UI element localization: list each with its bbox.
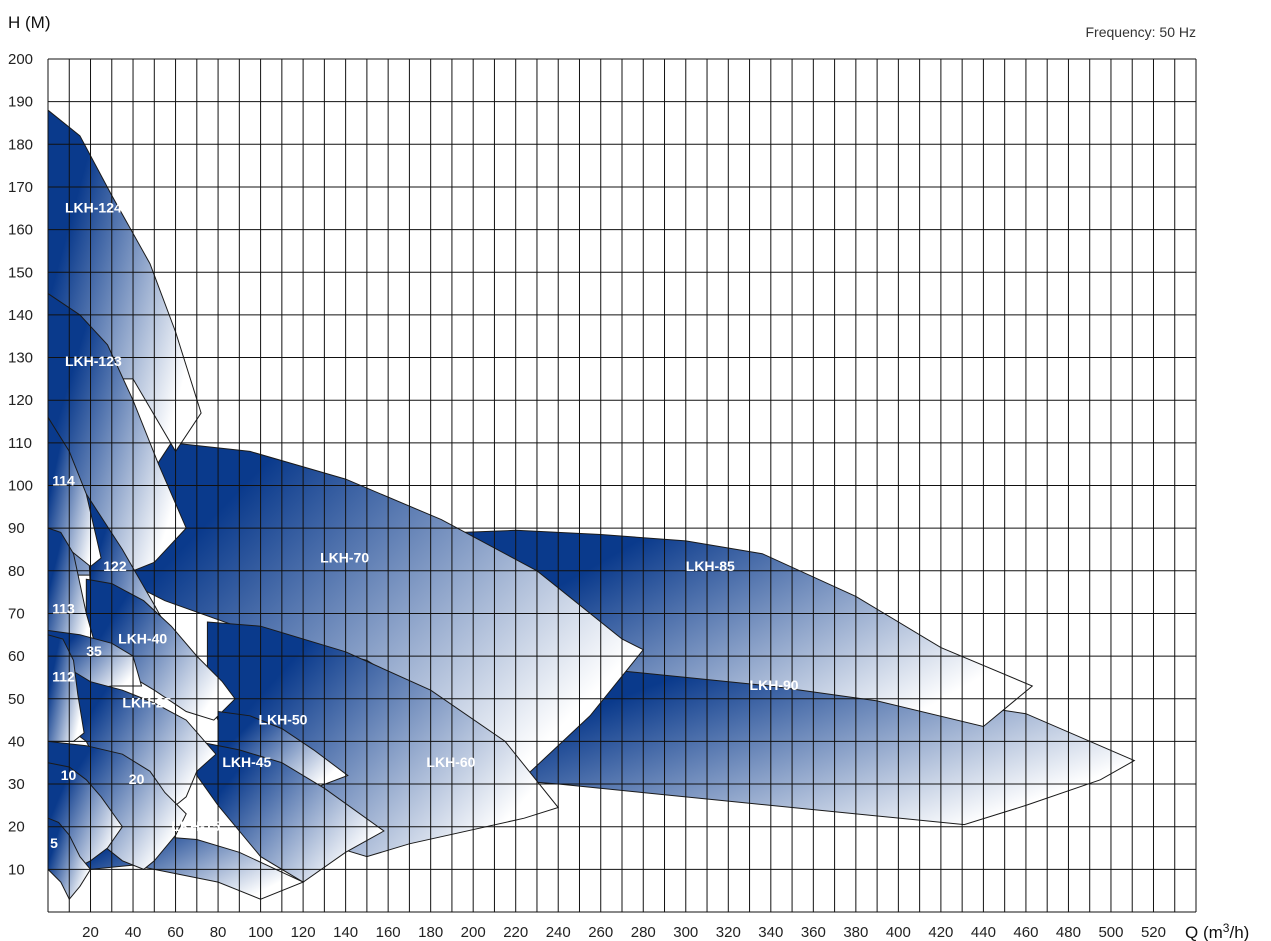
region-label-112: 112 — [52, 669, 75, 685]
x-tick-label: 140 — [333, 924, 358, 941]
x-tick-label: 440 — [971, 924, 996, 941]
x-tick-label: 160 — [376, 924, 401, 941]
x-tick-label: 300 — [673, 924, 698, 941]
x-tick-label: 320 — [716, 924, 741, 941]
region-label-35: 35 — [86, 643, 102, 659]
region-label-10: 10 — [61, 767, 77, 783]
x-tick-label: 460 — [1013, 924, 1038, 941]
y-tick-label: 190 — [8, 94, 33, 111]
region-label-lkh-50: LKH-50 — [258, 711, 307, 727]
x-tick-label: 180 — [418, 924, 443, 941]
y-tick-label: 30 — [8, 776, 25, 793]
y-tick-label: 10 — [8, 861, 25, 878]
region-label-lkh-15: LKH-15 — [171, 818, 220, 834]
region-label-lkh-90: LKH-90 — [750, 677, 799, 693]
region-label-lkh-124: LKH-124 — [65, 200, 122, 216]
grid-lines — [47, 58, 1197, 913]
x-tick-label: 520 — [1141, 924, 1166, 941]
x-tick-label: 20 — [82, 924, 99, 941]
x-tick-label: 340 — [758, 924, 783, 941]
region-label-113: 113 — [52, 600, 75, 616]
region-label-122: 122 — [103, 558, 127, 574]
y-tick-label: 50 — [8, 691, 25, 708]
y-tick-label: 160 — [8, 222, 33, 239]
region-label-lkh-60: LKH-60 — [426, 754, 475, 770]
y-tick-label: 130 — [8, 350, 33, 367]
frequency-label: Frequency: 50 Hz — [1086, 24, 1197, 40]
y-tick-label: 20 — [8, 819, 25, 836]
x-tick-label: 260 — [588, 924, 613, 941]
y-tick-label: 140 — [8, 307, 33, 324]
y-tick-label: 70 — [8, 605, 25, 622]
x-tick-label: 60 — [167, 924, 184, 941]
x-tick-label: 360 — [801, 924, 826, 941]
region-label-114: 114 — [52, 473, 75, 489]
x-tick-label: 380 — [843, 924, 868, 941]
x-tick-label: 80 — [210, 924, 227, 941]
x-tick-label: 280 — [631, 924, 656, 941]
region-label-20: 20 — [129, 771, 145, 787]
pump-regions — [47, 109, 1136, 901]
x-axis-ticks: 20 40 60 80 100 120 140 160 180 200 220 240 260 280 30… — [82, 924, 1166, 941]
y-tick-label: 40 — [8, 733, 25, 750]
y-tick-label: 120 — [8, 392, 33, 409]
y-tick-label: 170 — [8, 179, 33, 196]
y-tick-label: 180 — [8, 136, 33, 153]
y-tick-label: 100 — [8, 478, 33, 495]
region-label-lkh-45: LKH-45 — [222, 754, 271, 770]
x-tick-label: 120 — [291, 924, 316, 941]
region-lkh-70 — [100, 442, 645, 777]
y-axis-label: H (M) — [8, 13, 50, 32]
region-label-lkh-25: LKH-25 — [122, 694, 171, 710]
region-label-lkh-85: LKH-85 — [686, 558, 735, 574]
x-tick-label: 200 — [461, 924, 486, 941]
x-tick-label: 480 — [1056, 924, 1081, 941]
y-tick-label: 60 — [8, 648, 25, 665]
x-tick-label: 400 — [886, 924, 911, 941]
region-label-lkh-123: LKH-123 — [65, 353, 122, 369]
x-tick-label: 240 — [546, 924, 571, 941]
y-tick-label: 200 — [8, 51, 33, 68]
y-tick-label: 90 — [8, 520, 25, 537]
x-tick-label: 100 — [248, 924, 273, 941]
x-tick-label: 500 — [1098, 924, 1123, 941]
y-tick-label: 80 — [8, 563, 25, 580]
y-tick-label: 150 — [8, 264, 33, 281]
x-tick-label: 420 — [928, 924, 953, 941]
region-label-5: 5 — [50, 835, 58, 851]
x-tick-label: 40 — [125, 924, 142, 941]
region-labels: LKH-90 LKH-85 LKH-70 LKH-60 LKH-124 LKH-123 12… — [50, 200, 799, 851]
x-tick-label: 220 — [503, 924, 528, 941]
region-label-lkh-70: LKH-70 — [320, 549, 369, 565]
x-axis-label: Q (m3/h) — [1185, 921, 1249, 941]
y-tick-label: 110 — [8, 435, 32, 452]
region-label-lkh-40: LKH-40 — [118, 630, 167, 646]
y-axis-ticks: 10 20 30 40 50 60 70 80 90 100 110 120 130 140 150 160 1… — [8, 51, 33, 878]
